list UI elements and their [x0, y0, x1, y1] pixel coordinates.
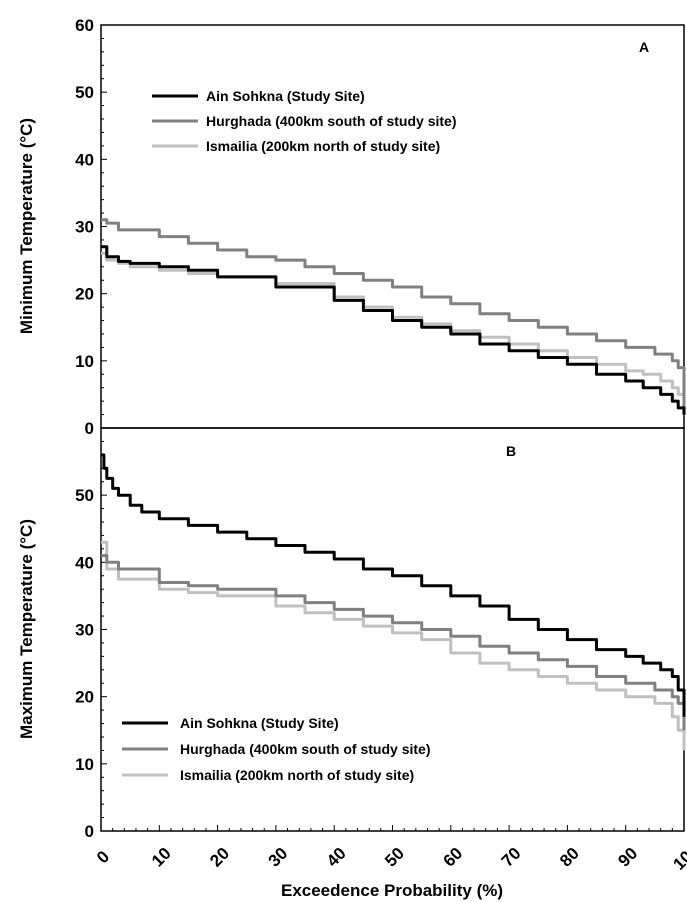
- panel-b-x-tick-label: 0: [93, 847, 113, 867]
- panel-b-x-ticks: 0 10 20 30 40 50 60 70 80 90 100: [93, 825, 687, 874]
- panel-b-y-tick-label: 40: [75, 553, 94, 572]
- panel-b-series-lines: [101, 453, 686, 751]
- panel-b-y-tick-label: 20: [75, 688, 94, 707]
- panel-b-series-line-ismailia: [101, 540, 686, 751]
- legend-a-label-ain-sohkna: Ain Sohkna (Study Site): [206, 88, 365, 104]
- panel-b-x-tick-label: 70: [498, 844, 525, 871]
- panel-a-minimum-temperature: Minimum Temperature (°C) A 0 10 20 30 40 50 60…: [17, 16, 686, 438]
- panel-a-y-tick-label: 60: [75, 16, 94, 35]
- panel-a-y-tick-label: 40: [75, 150, 94, 169]
- panel-a-series-line-hurghada: [101, 218, 686, 415]
- panel-a-legend: Ain Sohkna (Study Site) Hurghada (400km …: [152, 88, 456, 154]
- legend-a-label-ismailia: Ismailia (200km north of study site): [206, 138, 440, 154]
- panel-a-y-tick-label: 10: [75, 352, 94, 371]
- panel-a-series-lines: [101, 218, 686, 415]
- panel-b-x-tick-label: 10: [148, 844, 175, 871]
- panel-b-series-line-ain-sohkna: [101, 453, 686, 717]
- legend-b-label-ain-sohkna: Ain Sohkna (Study Site): [180, 715, 339, 731]
- legend-a-label-hurghada: Hurghada (400km south of study site): [206, 113, 456, 129]
- panel-b-x-tick-label: 100: [669, 840, 687, 873]
- panel-a-y-ticks: 0 10 20 30 40 50 60: [75, 16, 107, 438]
- panel-b-x-tick-label: 60: [440, 844, 467, 871]
- panel-a-series-line-ismailia: [101, 251, 686, 415]
- panel-b-maximum-temperature: Maximum Temperature (°C) B 0 10 20 30 40 50 0…: [17, 427, 687, 900]
- panel-b-x-tick-label: 90: [614, 844, 641, 871]
- panel-b-y-tick-label: 0: [85, 822, 94, 841]
- panel-b-x-tick-label: 30: [265, 844, 292, 871]
- panel-a-y-tick-label: 20: [75, 285, 94, 304]
- panel-a-series-line-ain-sohkna: [101, 245, 686, 415]
- panel-b-y-axis-title: Maximum Temperature (°C): [17, 519, 36, 739]
- panel-b-series-line-hurghada: [101, 554, 686, 731]
- panel-b-x-axis-title: Exceedence Probability (%): [281, 881, 503, 900]
- panel-a-y-axis-title: Minimum Temperature (°C): [17, 118, 36, 334]
- panel-a-label: A: [639, 39, 649, 55]
- panel-b-y-tick-label: 10: [75, 755, 94, 774]
- panel-b-x-tick-label: 80: [556, 844, 583, 871]
- panel-a-y-tick-label: 0: [85, 419, 94, 438]
- panel-b-legend: Ain Sohkna (Study Site) Hurghada (400km …: [122, 715, 430, 783]
- panel-b-y-tick-label: 30: [75, 621, 94, 640]
- panel-b-x-tick-label: 40: [323, 844, 350, 871]
- panel-b-label: B: [506, 443, 516, 459]
- panel-b-y-tick-label: 50: [75, 486, 94, 505]
- panel-b-x-tick-label: 50: [381, 844, 408, 871]
- panel-b-x-tick-label: 20: [206, 844, 233, 871]
- panel-b-y-ticks: 0 10 20 30 40 50: [75, 427, 107, 841]
- legend-b-label-ismailia: Ismailia (200km north of study site): [180, 767, 414, 783]
- panel-a-y-tick-label: 50: [75, 83, 94, 102]
- panel-a-y-tick-label: 30: [75, 218, 94, 237]
- legend-b-label-hurghada: Hurghada (400km south of study site): [180, 741, 430, 757]
